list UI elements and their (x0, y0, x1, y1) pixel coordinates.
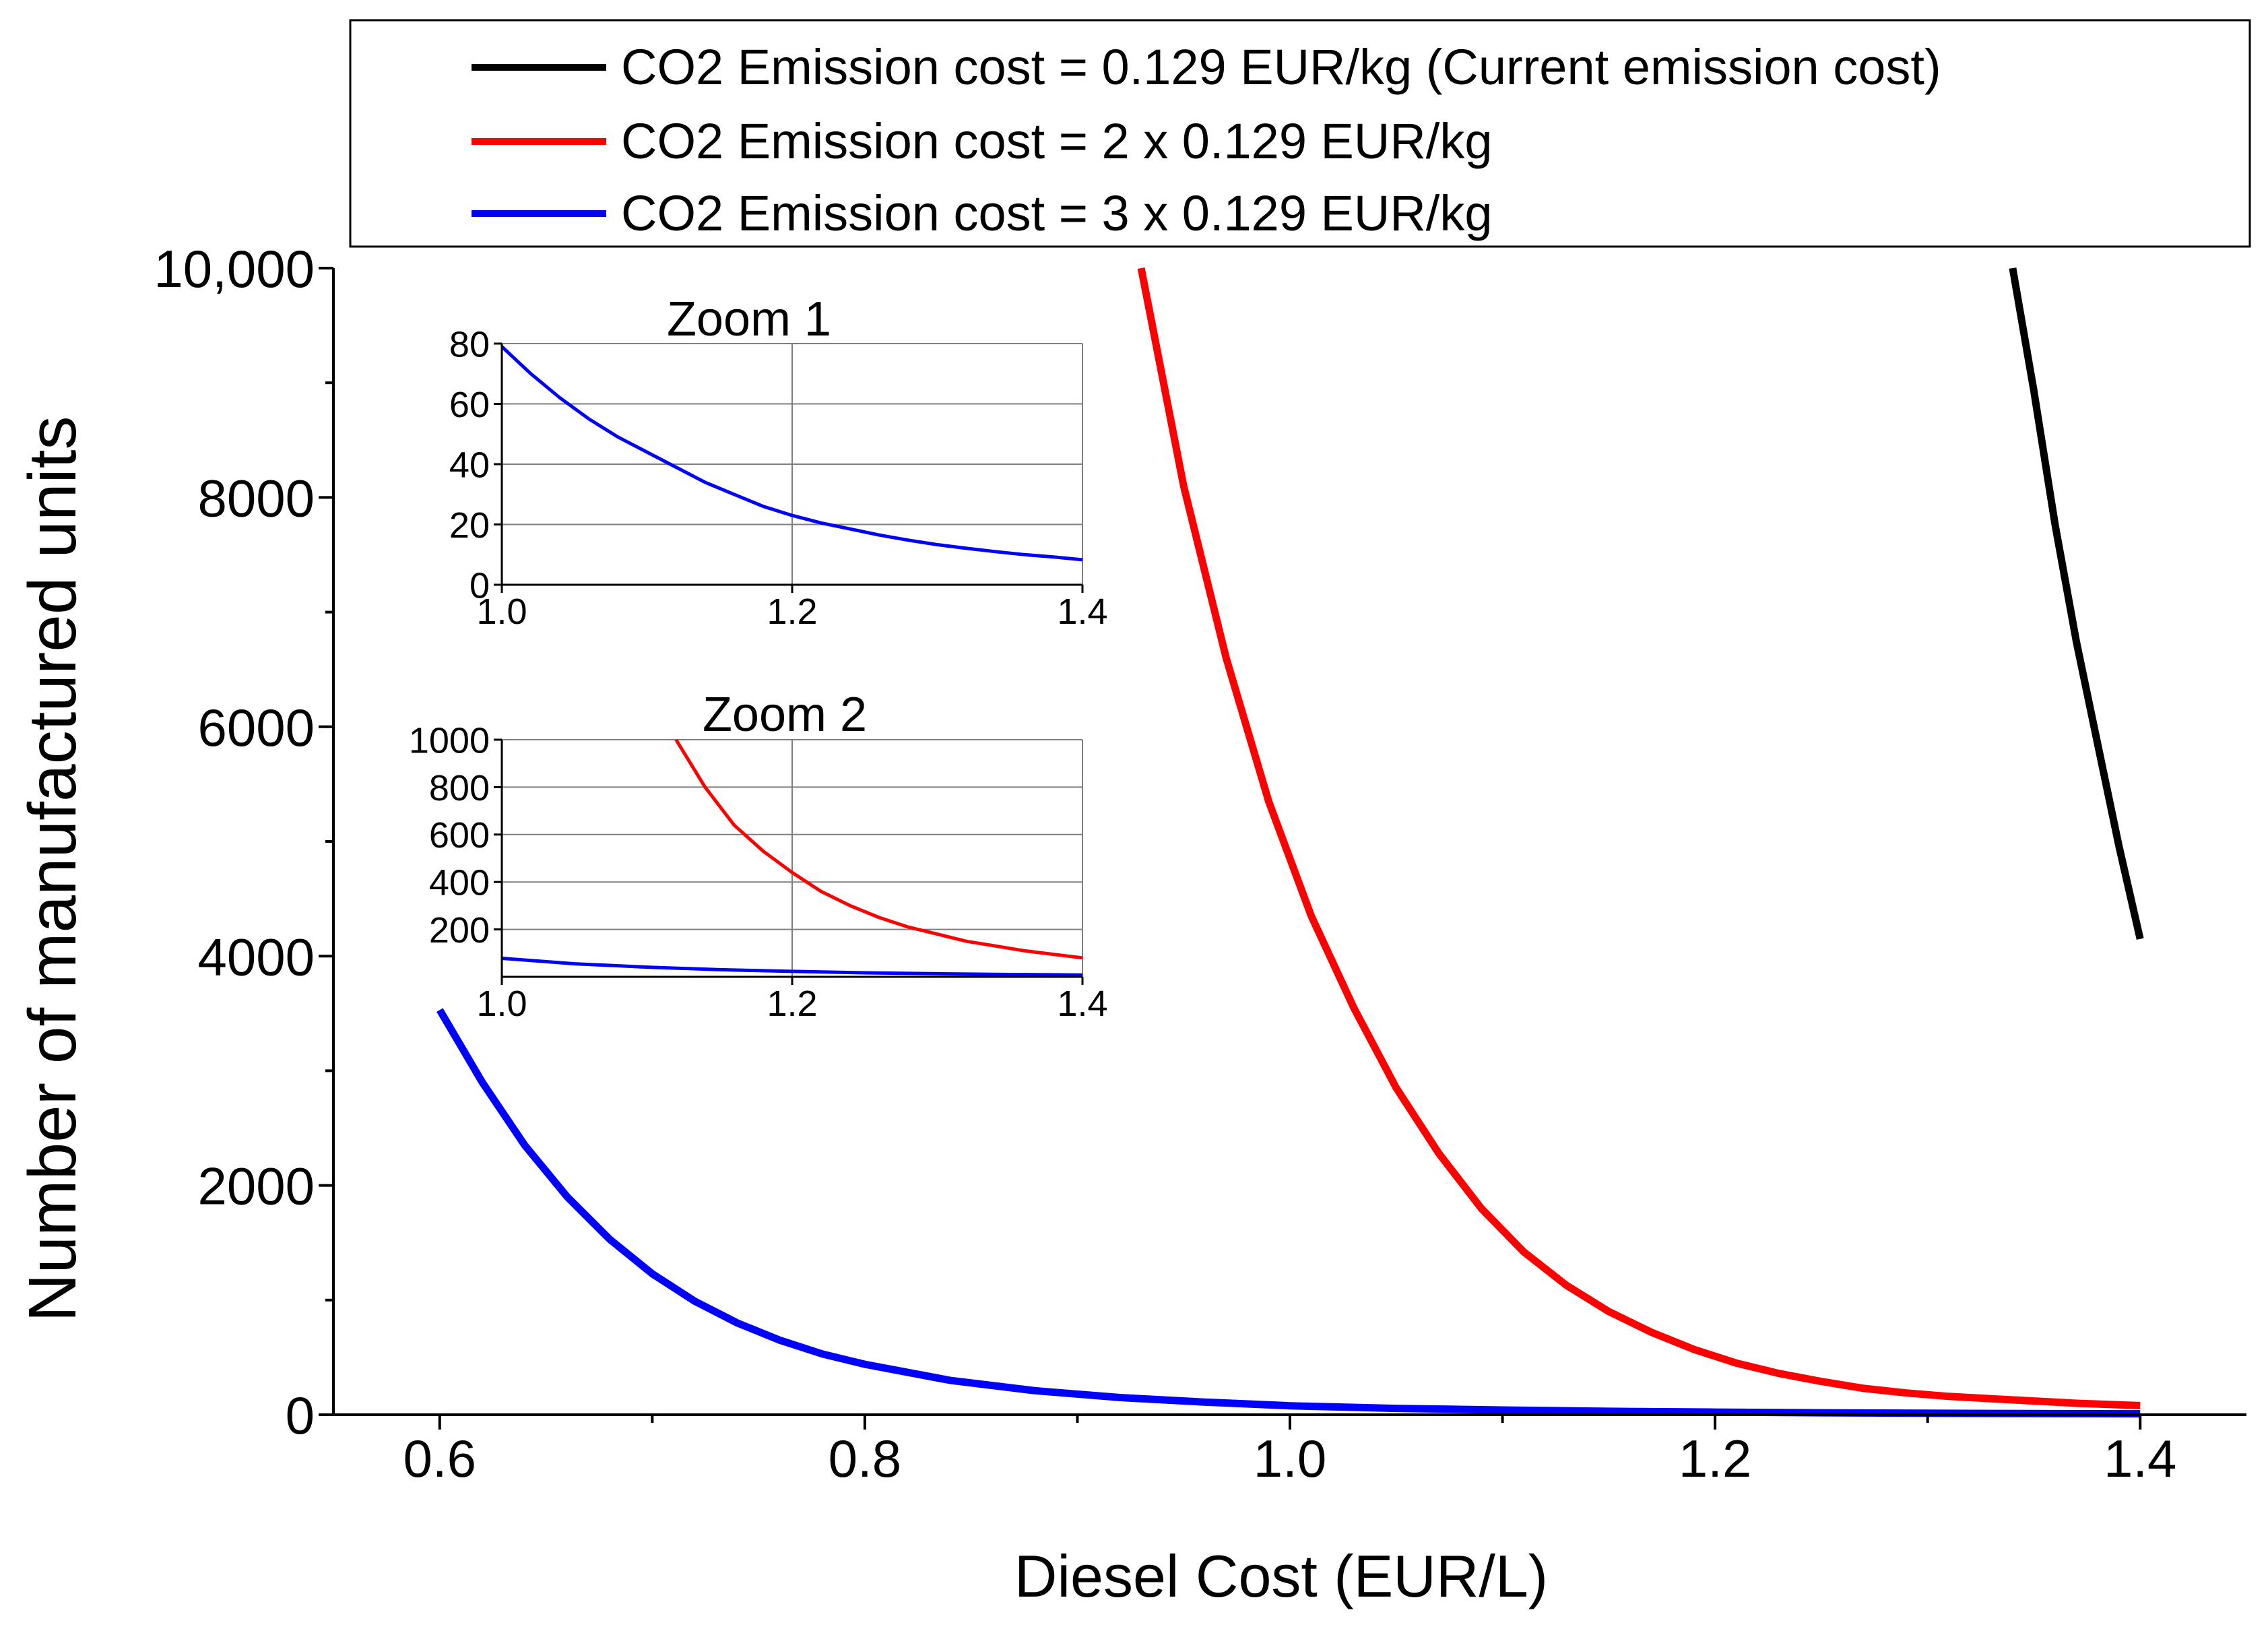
main-y-tick-label: 0 (286, 1386, 315, 1445)
main-x-tick-label: 1.0 (1254, 1429, 1326, 1488)
main-x-ticks: 0.6 0.8 1.0 1.2 1.4 (403, 1415, 2176, 1488)
zoom1-title: Zoom 1 (667, 292, 831, 346)
zoom2-x-tick-label: 1.2 (767, 984, 817, 1024)
zoom2-title: Zoom 2 (703, 688, 867, 742)
zoom1-y-tick-label: 20 (449, 505, 490, 546)
main-x-tick-label: 1.2 (1679, 1429, 1751, 1488)
zoom1-x-tick-label: 1.0 (476, 591, 527, 632)
zoom1-y-tick-label: 80 (449, 324, 490, 364)
legend-box (349, 19, 2251, 248)
main-series-co2-emission-cost-0-129-eur-kg-current-emission-cost (2009, 267, 2144, 940)
zoom2-inset: 1.0 1.2 1.4 200 400 600 800 1000 Zoom 2 (409, 688, 1108, 1024)
zoom1-y-tick-label: 40 (449, 445, 490, 485)
legend-label-3x: CO2 Emission cost = 3 x 0.129 EUR/kg (621, 185, 1492, 241)
zoom1-gridlines (501, 343, 1083, 585)
main-x-tick-label: 0.6 (403, 1429, 476, 1488)
zoom1-y-tick-label: 0 (469, 565, 490, 606)
legend-label-current: CO2 Emission cost = 0.129 EUR/kg (Curren… (621, 39, 1941, 95)
zoom2-y-ticks: 200 400 600 800 1000 (409, 720, 502, 951)
zoom1-y-tick-label: 60 (449, 385, 490, 425)
zoom1-x-ticks: 1.0 1.2 1.4 (476, 585, 1108, 632)
main-y-tick-label: 10,000 (154, 239, 315, 298)
zoom1-series-group (500, 345, 1083, 562)
zoom2-x-ticks: 1.0 1.2 1.4 (476, 977, 1108, 1024)
main-series-co2-emission-cost-2-x-0-129-eur-kg (1137, 267, 2141, 1409)
zoom2-series-group (501, 738, 1083, 977)
zoom2-series-co2-emission-cost-3-x-0-129-eur-kg (501, 957, 1083, 977)
main-y-tick-label: 8000 (197, 468, 315, 527)
zoom1-y-ticks: 0 20 40 60 80 (449, 324, 502, 606)
y-axis-label: Number of manufactured units (15, 416, 90, 1322)
zoom1-x-tick-label: 1.2 (767, 591, 817, 632)
zoom1-series-co2-emission-cost-3-x-0-129-eur-kg (500, 345, 1083, 562)
main-series-group (436, 267, 2144, 1418)
zoom2-y-tick-label: 400 (429, 863, 490, 903)
zoom2-gridlines (501, 739, 1083, 977)
main-plot: 0.6 0.8 1.0 1.2 1.4 0200040006000800010,000 … (15, 239, 2246, 1609)
zoom1-x-tick-label: 1.4 (1057, 591, 1107, 632)
x-axis-label: Diesel Cost (EUR/L) (1014, 1543, 1548, 1609)
legend-label-2x: CO2 Emission cost = 2 x 0.129 EUR/kg (621, 113, 1492, 169)
main-y-tick-label: 4000 (197, 927, 315, 986)
main-x-tick-label: 0.8 (829, 1429, 901, 1488)
zoom2-y-tick-label: 1000 (409, 720, 490, 761)
zoom2-y-tick-label: 200 (429, 910, 490, 951)
zoom2-x-tick-label: 1.4 (1057, 984, 1107, 1024)
zoom2-y-tick-label: 600 (429, 815, 490, 856)
zoom2-series-co2-emission-cost-2-x-0-129-eur-kg (674, 738, 1083, 960)
main-y-tick-label: 6000 (197, 698, 315, 757)
main-y-ticks: 0 2000 4000 6000 8000 10,000 (154, 239, 333, 1445)
zoom1-inset: 1.0 1.2 1.4 0 20 40 60 80 Zoom 1 (449, 292, 1108, 632)
main-series-co2-emission-cost-3-x-0-129-eur-kg (436, 1008, 2141, 1418)
zoom2-x-tick-label: 1.0 (476, 984, 527, 1024)
main-y-tick-label: 2000 (197, 1157, 315, 1216)
legend: CO2 Emission cost = 0.129 EUR/kg (Curren… (349, 19, 2251, 248)
zoom2-y-tick-label: 800 (429, 768, 490, 808)
main-x-tick-label: 1.4 (2104, 1429, 2176, 1488)
